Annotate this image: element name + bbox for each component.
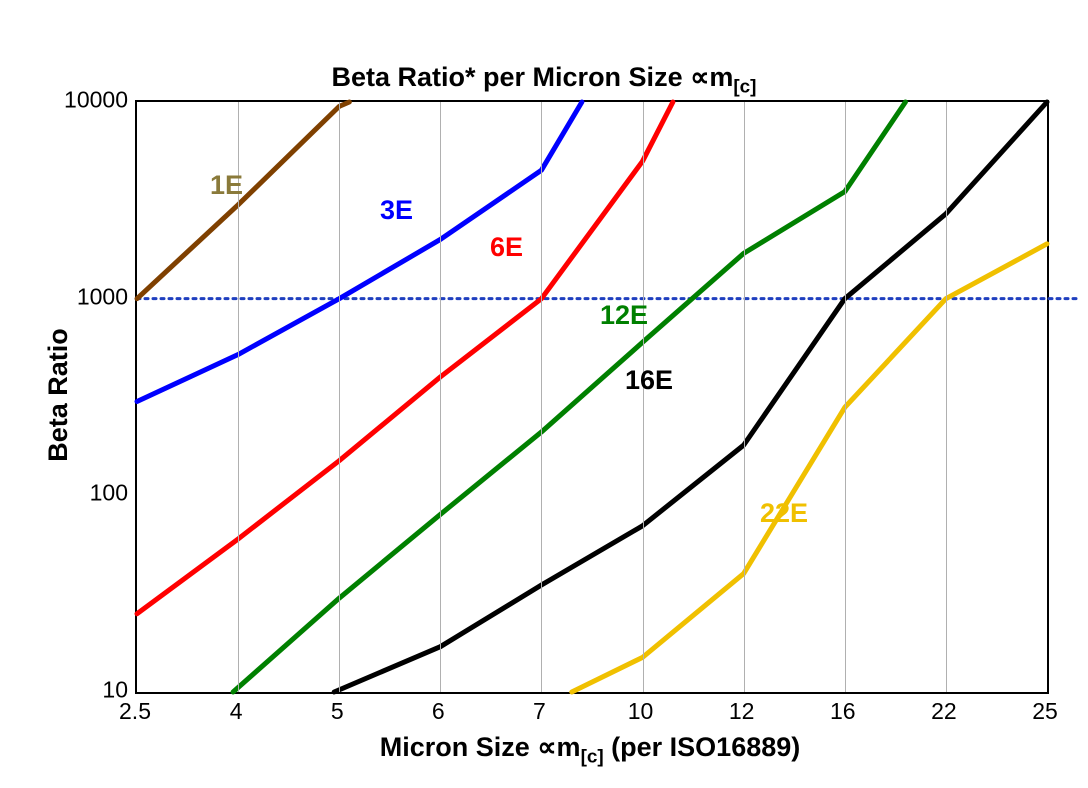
- x-gridline: [643, 102, 644, 692]
- series-label-6E: 6E: [490, 232, 523, 263]
- x-axis-label-sub: [c]: [581, 746, 604, 767]
- x-gridline: [541, 102, 542, 692]
- chart-frame: Beta Ratio* per Micron Size ∝m[c] Beta R…: [0, 0, 1088, 788]
- x-axis-label: Micron Size ∝m[c] (per ISO16889): [135, 732, 1045, 768]
- series-label-16E: 16E: [625, 365, 673, 396]
- y-tick-label: 10: [48, 677, 128, 704]
- x-tick-label: 25: [1032, 698, 1058, 725]
- plot-area: [135, 100, 1049, 694]
- series-label-22E: 22E: [760, 498, 808, 529]
- x-tick-label: 6: [432, 698, 445, 725]
- plot-svg: [137, 102, 1047, 692]
- y-tick-label: 100: [48, 480, 128, 507]
- chart-title-text: Beta Ratio* per Micron Size ∝m: [332, 62, 734, 92]
- x-tick-label: 12: [729, 698, 755, 725]
- x-gridline: [845, 102, 846, 692]
- series-label-12E: 12E: [600, 300, 648, 331]
- series-label-3E: 3E: [380, 195, 413, 226]
- x-tick-label: 22: [931, 698, 957, 725]
- y-tick-label: 10000: [48, 87, 128, 114]
- x-axis-label-tail: (per ISO16889): [604, 732, 801, 762]
- x-gridline: [440, 102, 441, 692]
- x-tick-label: 16: [830, 698, 856, 725]
- x-axis-label-text: Micron Size ∝m: [380, 732, 581, 762]
- x-tick-label: 7: [533, 698, 546, 725]
- chart-title: Beta Ratio* per Micron Size ∝m[c]: [0, 62, 1088, 98]
- series-line-1E: [137, 102, 349, 299]
- x-tick-label: 10: [628, 698, 654, 725]
- x-gridline: [744, 102, 745, 692]
- x-tick-label: 4: [230, 698, 243, 725]
- chart-title-sub: [c]: [733, 76, 756, 97]
- x-gridline: [339, 102, 340, 692]
- y-tick-label: 1000: [48, 283, 128, 310]
- series-line-12E: [233, 102, 905, 692]
- series-label-1E: 1E: [210, 170, 243, 201]
- x-tick-label: 5: [331, 698, 344, 725]
- x-gridline: [946, 102, 947, 692]
